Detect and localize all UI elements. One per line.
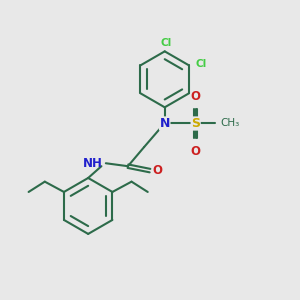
Text: O: O xyxy=(152,164,162,177)
Text: S: S xyxy=(191,117,200,130)
Text: CH₃: CH₃ xyxy=(221,118,240,128)
Text: O: O xyxy=(190,145,201,158)
Text: O: O xyxy=(190,90,201,103)
Text: Cl: Cl xyxy=(195,59,207,69)
Text: N: N xyxy=(160,117,170,130)
Text: Cl: Cl xyxy=(160,38,172,48)
Text: NH: NH xyxy=(83,157,103,170)
